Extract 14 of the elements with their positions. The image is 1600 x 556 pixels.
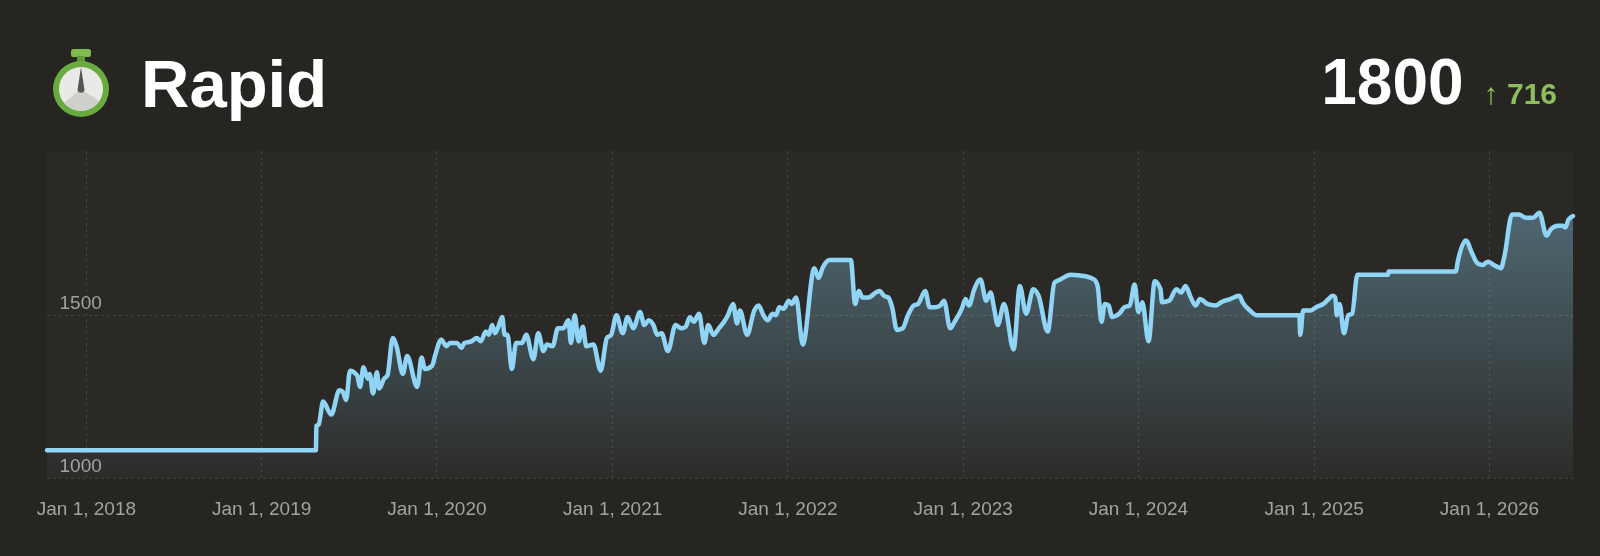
- text: ↑ 716: [1483, 77, 1557, 110]
- x-tick-label: Jan 1, 2018: [36, 497, 137, 519]
- x-tick-label: Jan 1, 2026: [1439, 497, 1540, 519]
- x-tick-label: Jan 1, 2025: [1264, 497, 1364, 519]
- x-tick-label: Jan 1, 2023: [913, 497, 1013, 519]
- x-tick-label: Jan 1, 2019: [212, 497, 312, 519]
- y-tick-label: 1000: [59, 454, 102, 476]
- chart-title: Rapid: [141, 46, 328, 121]
- x-tick-label: Jan 1, 2020: [387, 497, 487, 519]
- text: 1800: [1321, 46, 1464, 118]
- x-tick-label: Jan 1, 2022: [738, 497, 838, 519]
- y-tick-label: 1500: [59, 291, 102, 313]
- x-tick-label: Jan 1, 2024: [1088, 497, 1189, 519]
- x-tick-label: Jan 1, 2021: [563, 497, 663, 519]
